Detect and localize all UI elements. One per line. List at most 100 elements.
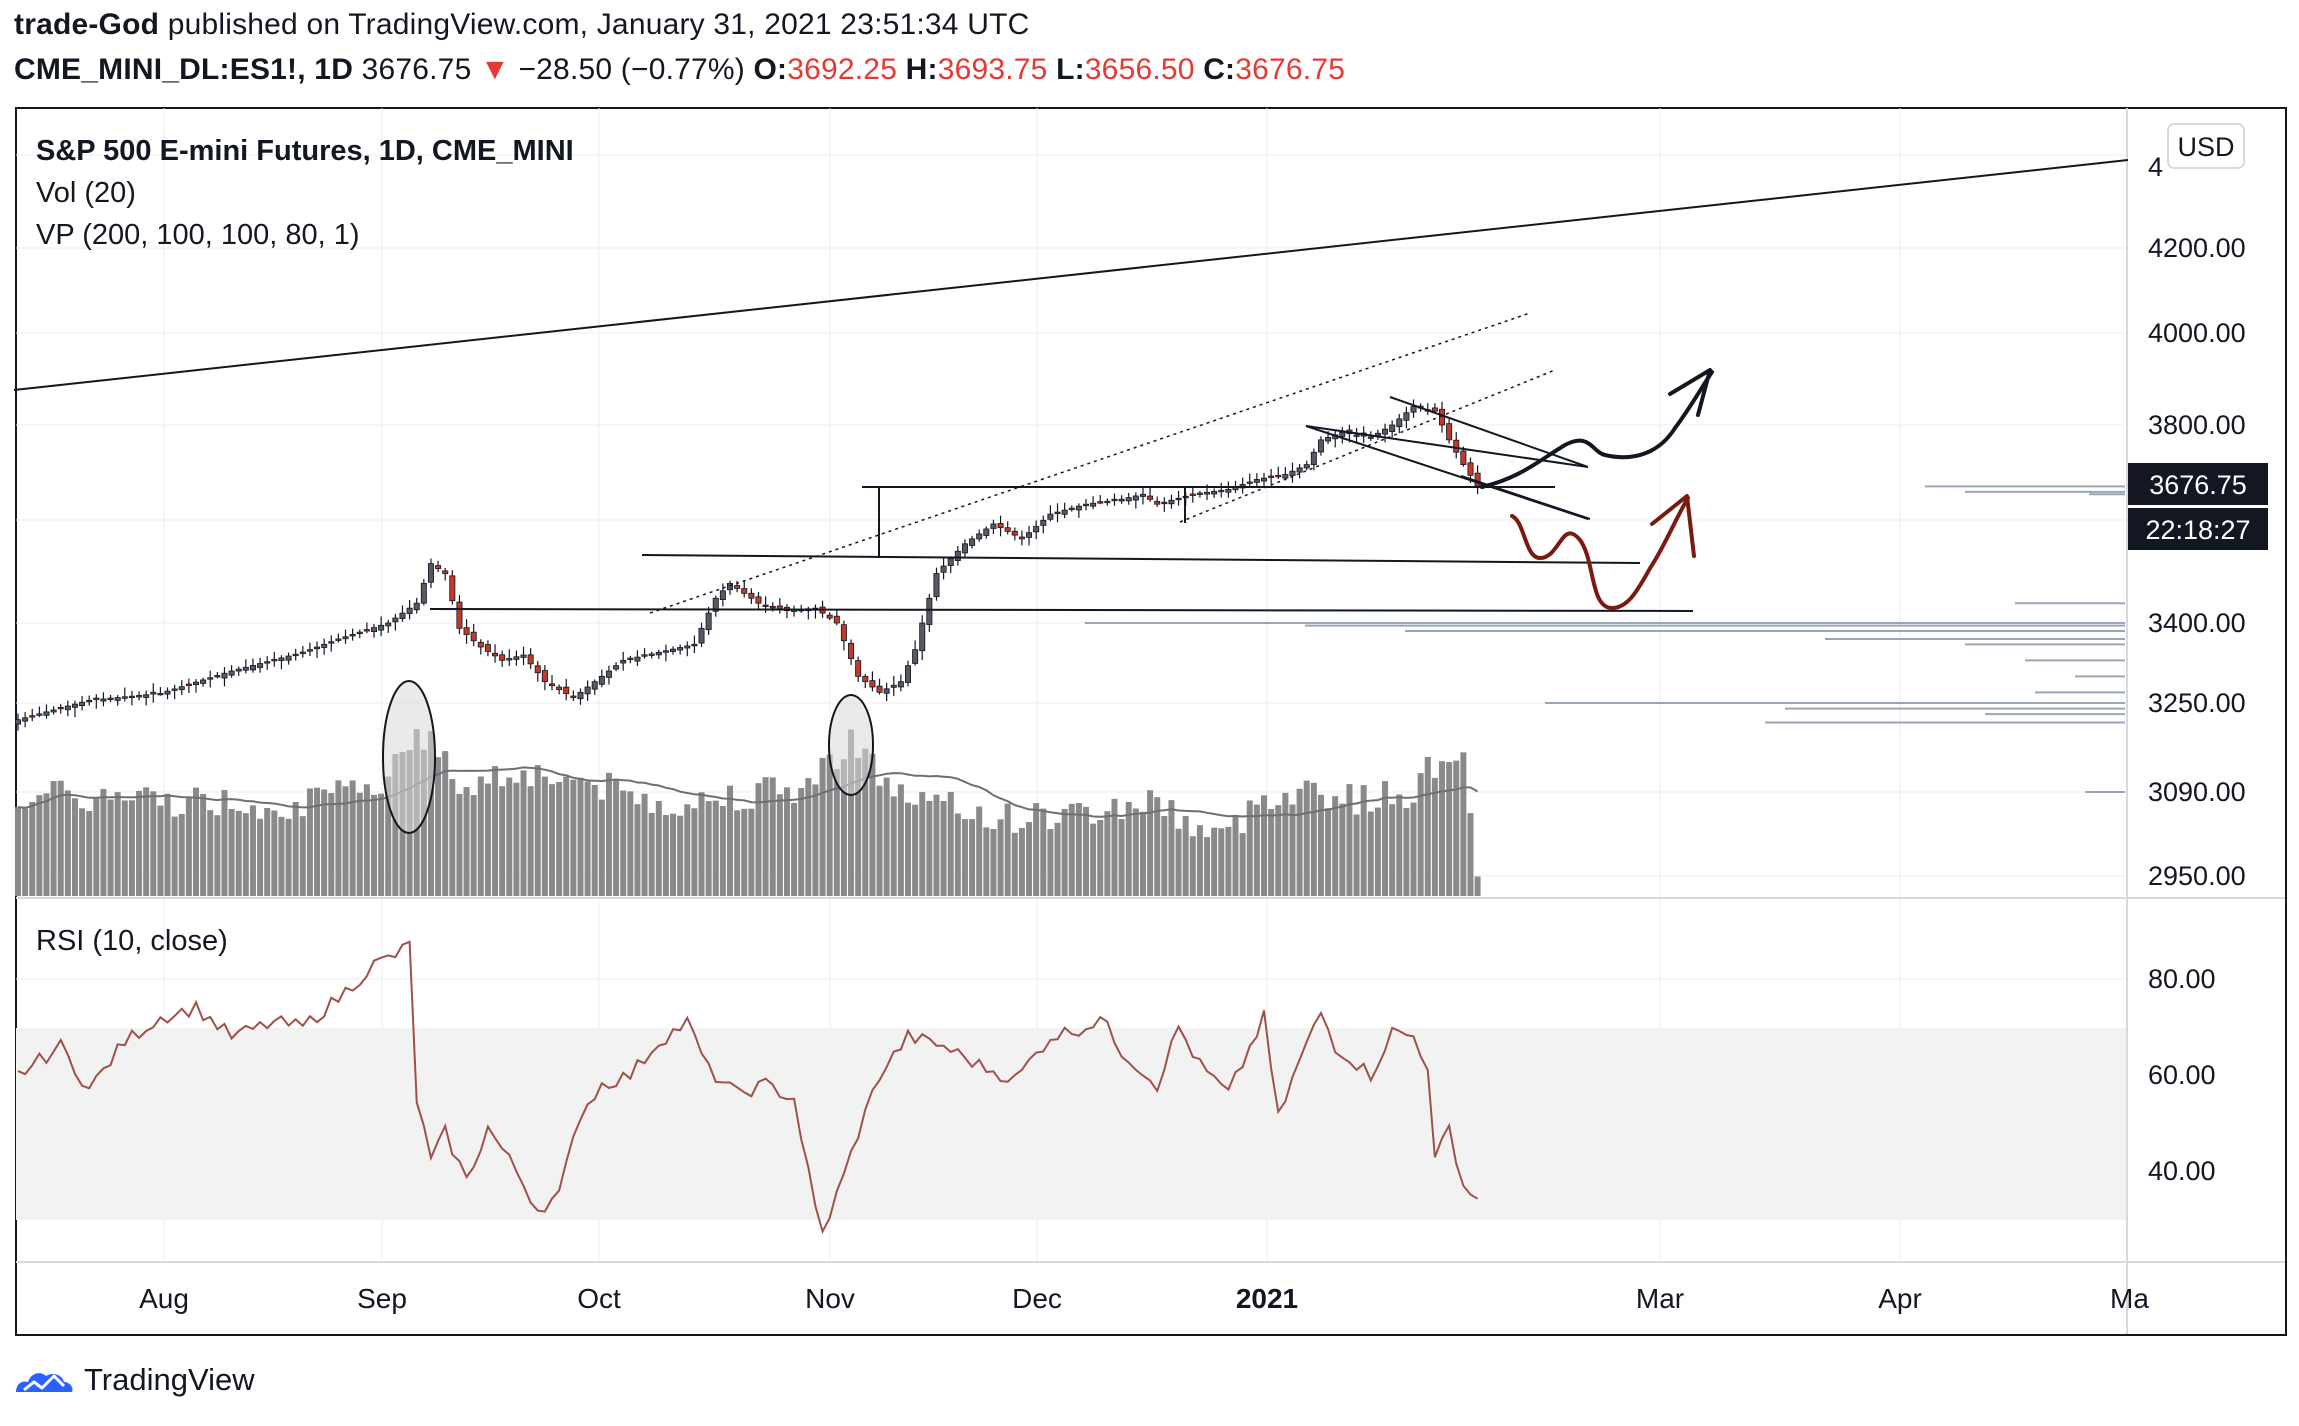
- trend-drawings[interactable]: [13, 159, 2129, 834]
- volume-bar: [527, 786, 534, 896]
- volume-bar: [1147, 790, 1154, 896]
- volume-bar: [890, 796, 897, 896]
- volume-bar: [1118, 819, 1125, 896]
- vp-legend[interactable]: VP (200, 100, 100, 80, 1): [36, 219, 360, 251]
- level-line-2[interactable]: [641, 554, 1641, 564]
- volume-bar: [378, 793, 385, 896]
- long-trend-line[interactable]: [13, 159, 2129, 391]
- volume-bar: [848, 729, 855, 896]
- volume-bar: [783, 787, 790, 896]
- volume-bar: [556, 781, 563, 896]
- volume-bar: [662, 815, 669, 896]
- candle-body: [727, 583, 734, 591]
- candle-body: [556, 686, 563, 691]
- vol-legend[interactable]: Vol (20): [36, 177, 136, 209]
- candle-body: [1068, 507, 1075, 510]
- volume-bar: [769, 777, 776, 896]
- volume-bar: [1132, 808, 1139, 896]
- rsi-legend[interactable]: RSI (10, close): [36, 925, 228, 957]
- candle-body: [1047, 513, 1054, 520]
- candle-body: [1204, 491, 1211, 495]
- candle-body: [613, 665, 620, 670]
- volume-bar: [727, 785, 733, 896]
- channel-upper-dotted[interactable]: [649, 312, 1531, 614]
- time-axis-label: Mar: [1636, 1283, 1684, 1314]
- candle-body: [776, 605, 783, 610]
- candle-body: [1282, 474, 1289, 479]
- volume-bar: [1268, 808, 1275, 896]
- candle-body: [549, 683, 556, 687]
- volume-spike-ellipse-sep[interactable]: [382, 680, 436, 834]
- candle-body: [292, 653, 299, 657]
- candle-body: [1303, 464, 1310, 469]
- candle-body: [1189, 493, 1196, 496]
- close-value: 3676.75: [1235, 53, 1346, 86]
- candle-body: [648, 653, 655, 656]
- wedge-upper-line[interactable]: [1389, 396, 1589, 468]
- tradingview-logo-icon: [16, 1373, 73, 1392]
- volume-bar: [342, 786, 349, 896]
- volume-spike-ellipse-oct[interactable]: [828, 694, 874, 796]
- volume-bar: [541, 776, 548, 896]
- volume-bar: [670, 813, 677, 896]
- volume-bar: [178, 814, 185, 896]
- currency-label: USD: [2177, 132, 2234, 162]
- level-line-3[interactable]: [429, 608, 1694, 612]
- volume-bar: [349, 780, 356, 896]
- price-axis[interactable]: 4 4200.00 4000.00 3800.00 3400.00 3250.00 309…: [2148, 152, 2246, 891]
- volume-bar: [1261, 795, 1267, 896]
- volume-bar: [677, 815, 684, 896]
- volume-bar: [513, 782, 520, 896]
- wedge-bottom-line[interactable]: [1460, 475, 1591, 520]
- candle-body: [627, 657, 634, 661]
- volume-bar: [22, 808, 29, 896]
- volume-bar: [1196, 825, 1203, 896]
- tradingview-brand[interactable]: TradingView: [84, 1362, 255, 1397]
- volume-bar: [840, 759, 847, 896]
- candle-body: [961, 543, 968, 554]
- volume-bar: [933, 794, 940, 896]
- channel-lower-dotted[interactable]: [1179, 369, 1556, 523]
- author-name[interactable]: trade-God: [14, 8, 160, 41]
- candle-body: [1090, 502, 1097, 507]
- volume-bar: [812, 784, 819, 896]
- candle-body: [1026, 532, 1033, 538]
- volume-bar: [1289, 804, 1296, 896]
- volume-bar: [249, 805, 256, 896]
- candle-body: [1018, 536, 1025, 540]
- volume-bar: [1296, 788, 1303, 896]
- volume-bar: [563, 776, 570, 896]
- time-axis[interactable]: Aug Sep Oct Nov Dec 2021 Mar Apr Ma: [139, 1283, 2149, 1314]
- volume-bar: [1161, 816, 1168, 896]
- volume-bar: [1446, 762, 1453, 896]
- volume-bar: [549, 784, 555, 896]
- volume-bar: [1403, 807, 1410, 896]
- symbol-name[interactable]: CME_MINI_DL:ES1!, 1D: [14, 53, 354, 86]
- candle-body: [492, 652, 499, 657]
- volume-bar: [321, 789, 328, 896]
- volume-bar: [299, 816, 306, 896]
- candle-body: [855, 660, 862, 677]
- red-projection-arrow[interactable]: [1510, 496, 1690, 611]
- candle-body: [1289, 470, 1296, 476]
- candle-body: [1139, 493, 1146, 497]
- volume-bar: [442, 751, 449, 896]
- currency-button[interactable]: [2167, 123, 2245, 169]
- volume-bar: [862, 748, 869, 896]
- candle-body: [143, 694, 150, 698]
- candle-body: [128, 695, 135, 699]
- volume-bar: [1047, 828, 1054, 896]
- candle-body: [1075, 505, 1082, 511]
- candle-body: [1446, 423, 1453, 441]
- black-projection-arrow[interactable]: [1480, 370, 1714, 489]
- candle-body: [456, 601, 463, 629]
- candle-body: [1317, 439, 1324, 453]
- candle-body: [591, 681, 598, 690]
- candle-body: [93, 697, 100, 701]
- volume-bar: [570, 779, 577, 896]
- rsi-axis[interactable]: 80.00 60.00 40.00: [2148, 964, 2216, 1186]
- candle-body: [22, 717, 29, 722]
- candle-body: [1296, 467, 1303, 473]
- volume-bar: [271, 810, 278, 896]
